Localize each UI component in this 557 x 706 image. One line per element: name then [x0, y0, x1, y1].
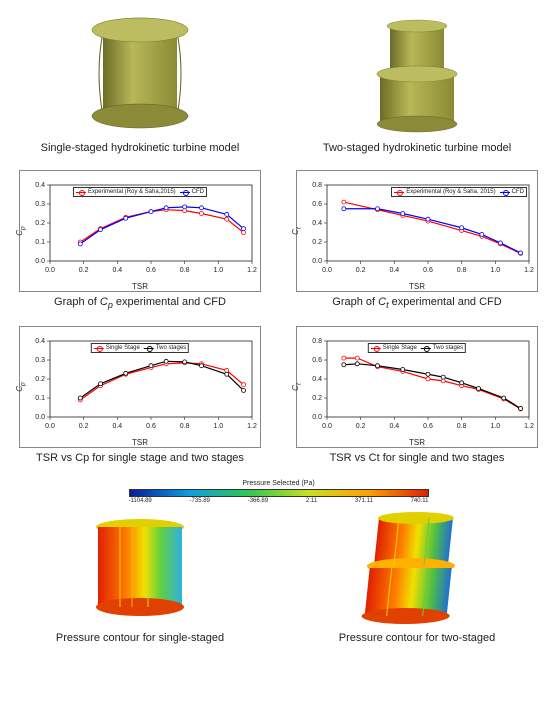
cp-expcfd-cell: 0.00.20.40.60.81.01.20.00.10.20.30.4CpTS…	[10, 170, 270, 320]
svg-text:1.2: 1.2	[524, 423, 534, 430]
svg-text:1.0: 1.0	[490, 423, 500, 430]
colorbar-strip	[129, 489, 429, 497]
svg-text:0.0: 0.0	[35, 414, 45, 421]
svg-text:0.8: 0.8	[312, 182, 322, 189]
svg-text:0.8: 0.8	[312, 338, 322, 345]
svg-text:0.8: 0.8	[180, 423, 190, 430]
svg-text:0.8: 0.8	[457, 267, 467, 274]
turbine-model-row: Single-staged hydrokinetic turbine model	[10, 8, 547, 164]
ct-expcfd-cell: 0.00.20.40.60.81.01.20.00.20.40.60.8CtTS…	[287, 170, 547, 320]
svg-text:0.0: 0.0	[322, 423, 332, 430]
double-contour	[352, 508, 482, 628]
svg-text:0.6: 0.6	[146, 423, 156, 430]
single-turbine-cell: Single-staged hydrokinetic turbine model	[10, 8, 270, 164]
svg-text:0.3: 0.3	[35, 357, 45, 364]
svg-text:0.0: 0.0	[35, 258, 45, 265]
svg-text:0.6: 0.6	[146, 267, 156, 274]
double-turbine-caption: Two-staged hydrokinetic turbine model	[323, 142, 511, 154]
expcfd-row: 0.00.20.40.60.81.01.20.00.10.20.30.4CpTS…	[10, 170, 547, 320]
svg-text:0.2: 0.2	[35, 220, 45, 227]
single-contour	[80, 508, 200, 628]
svg-text:0.3: 0.3	[35, 201, 45, 208]
svg-text:1.0: 1.0	[213, 267, 223, 274]
svg-text:0.4: 0.4	[112, 423, 122, 430]
svg-text:1.2: 1.2	[247, 267, 257, 274]
contour-row: Pressure contour for single-staged	[10, 508, 547, 654]
svg-text:0.6: 0.6	[423, 267, 433, 274]
svg-text:0.2: 0.2	[79, 423, 89, 430]
pressure-colorbar: Pressure Selected (Pa) -1104.89-735.89-3…	[129, 480, 429, 504]
svg-text:0.4: 0.4	[112, 267, 122, 274]
cp-stages-chart: 0.00.20.40.60.81.01.20.00.10.20.30.4CpTS…	[19, 326, 261, 448]
svg-text:0.2: 0.2	[312, 239, 322, 246]
svg-text:1.2: 1.2	[247, 423, 257, 430]
single-contour-caption: Pressure contour for single-staged	[56, 632, 224, 644]
svg-text:0.0: 0.0	[45, 423, 55, 430]
cp-expcfd-caption: Graph of Cp experimental and CFD	[54, 296, 226, 310]
svg-text:1.2: 1.2	[524, 267, 534, 274]
svg-text:0.0: 0.0	[312, 258, 322, 265]
colorbar-ticks: -1104.89-735.89-366.892.11371.11740.11	[129, 498, 429, 504]
svg-text:0.4: 0.4	[312, 220, 322, 227]
svg-text:0.0: 0.0	[312, 414, 322, 421]
double-contour-caption: Pressure contour for two-staged	[339, 632, 496, 644]
svg-text:0.2: 0.2	[356, 267, 366, 274]
svg-text:0.6: 0.6	[312, 201, 322, 208]
svg-text:0.4: 0.4	[312, 376, 322, 383]
svg-text:0.6: 0.6	[423, 423, 433, 430]
cp-stages-caption: TSR vs Cp for single stage and two stage…	[36, 452, 244, 464]
svg-text:0.2: 0.2	[356, 423, 366, 430]
svg-text:0.1: 0.1	[35, 395, 45, 402]
cp-expcfd-chart: 0.00.20.40.60.81.01.20.00.10.20.30.4CpTS…	[19, 170, 261, 292]
ct-stages-caption: TSR vs Ct for single and two stages	[330, 452, 505, 464]
double-turbine-cell: Two-staged hydrokinetic turbine model	[287, 8, 547, 164]
svg-text:0.4: 0.4	[389, 267, 399, 274]
svg-text:0.4: 0.4	[389, 423, 399, 430]
svg-text:0.2: 0.2	[312, 395, 322, 402]
ct-stages-chart: 0.00.20.40.60.81.01.20.00.20.40.60.8CtTS…	[296, 326, 538, 448]
svg-text:0.6: 0.6	[312, 357, 322, 364]
single-turbine-caption: Single-staged hydrokinetic turbine model	[41, 142, 240, 154]
colorbar-title: Pressure Selected (Pa)	[129, 480, 429, 487]
svg-text:1.0: 1.0	[490, 267, 500, 274]
double-contour-cell: Pressure contour for two-staged	[287, 508, 547, 654]
svg-text:0.2: 0.2	[35, 376, 45, 383]
svg-text:0.4: 0.4	[35, 182, 45, 189]
svg-text:0.8: 0.8	[457, 423, 467, 430]
svg-text:0.0: 0.0	[45, 267, 55, 274]
svg-text:0.0: 0.0	[322, 267, 332, 274]
svg-text:0.8: 0.8	[180, 267, 190, 274]
svg-text:0.4: 0.4	[35, 338, 45, 345]
svg-text:1.0: 1.0	[213, 423, 223, 430]
ct-stages-cell: 0.00.20.40.60.81.01.20.00.20.40.60.8CtTS…	[287, 326, 547, 474]
stages-row: 0.00.20.40.60.81.01.20.00.10.20.30.4CpTS…	[10, 326, 547, 474]
svg-text:0.2: 0.2	[79, 267, 89, 274]
svg-text:0.1: 0.1	[35, 239, 45, 246]
ct-expcfd-caption: Graph of Ct experimental and CFD	[332, 296, 501, 310]
single-contour-cell: Pressure contour for single-staged	[10, 508, 270, 654]
double-turbine-render	[352, 8, 482, 138]
ct-expcfd-chart: 0.00.20.40.60.81.01.20.00.20.40.60.8CtTS…	[296, 170, 538, 292]
single-turbine-render	[75, 8, 205, 138]
cp-stages-cell: 0.00.20.40.60.81.01.20.00.10.20.30.4CpTS…	[10, 326, 270, 474]
